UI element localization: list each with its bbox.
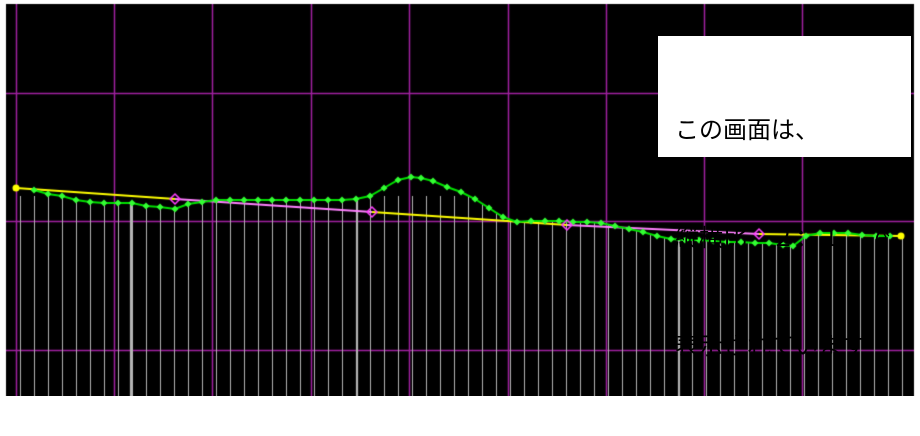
profile-view[interactable]: この画面は、 縦横比 ２：１ で 表示されています	[0, 0, 920, 396]
notice-line-2: 縦横比 ２：１ で	[675, 224, 891, 252]
notice-line-3: 表示されています	[675, 332, 867, 360]
notice-line-1: この画面は、	[675, 116, 819, 144]
aspect-ratio-notice: この画面は、 縦横比 ２：１ で 表示されています	[658, 36, 911, 360]
